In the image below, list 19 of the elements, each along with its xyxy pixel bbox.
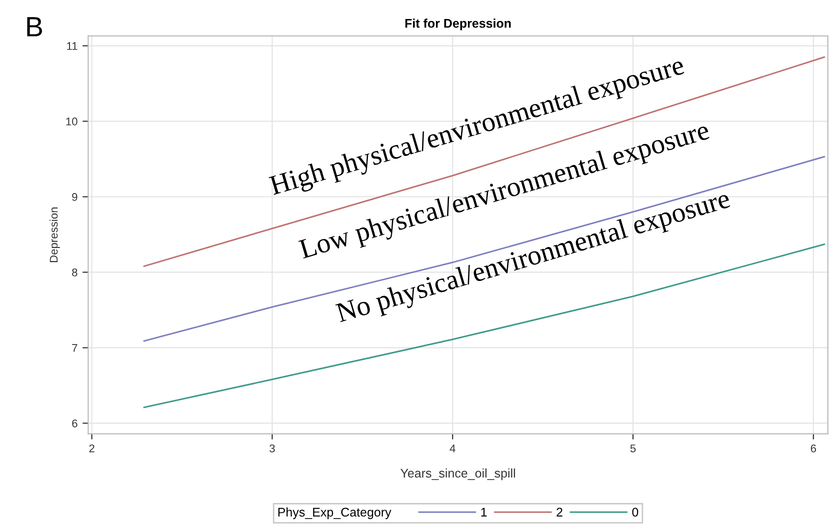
x-tick-label: 3 bbox=[270, 444, 275, 452]
legend-label: 0 bbox=[632, 508, 638, 517]
chart-title: Fit for Depression bbox=[405, 18, 511, 30]
x-tick-label: 4 bbox=[450, 444, 456, 452]
y-tick-label: 8 bbox=[72, 268, 78, 276]
y-tick-label: 7 bbox=[72, 344, 78, 352]
x-tick-label: 6 bbox=[810, 444, 816, 452]
legend-label: 2 bbox=[556, 508, 562, 516]
x-tick-label: 2 bbox=[89, 444, 94, 452]
legend-label: 1 bbox=[481, 508, 487, 516]
x-tick-label: 5 bbox=[630, 444, 636, 452]
y-tick-label: 11 bbox=[67, 42, 78, 50]
y-tick-label: 9 bbox=[72, 193, 78, 201]
x-axis-title: Years_since_oil_spill bbox=[400, 468, 515, 480]
y-tick-label: 10 bbox=[66, 118, 78, 126]
y-tick-label: 6 bbox=[72, 419, 78, 428]
legend-title: Phys_Exp_Category bbox=[278, 507, 392, 520]
y-axis-title: Depression bbox=[50, 207, 60, 262]
text: B bbox=[27, 17, 42, 36]
